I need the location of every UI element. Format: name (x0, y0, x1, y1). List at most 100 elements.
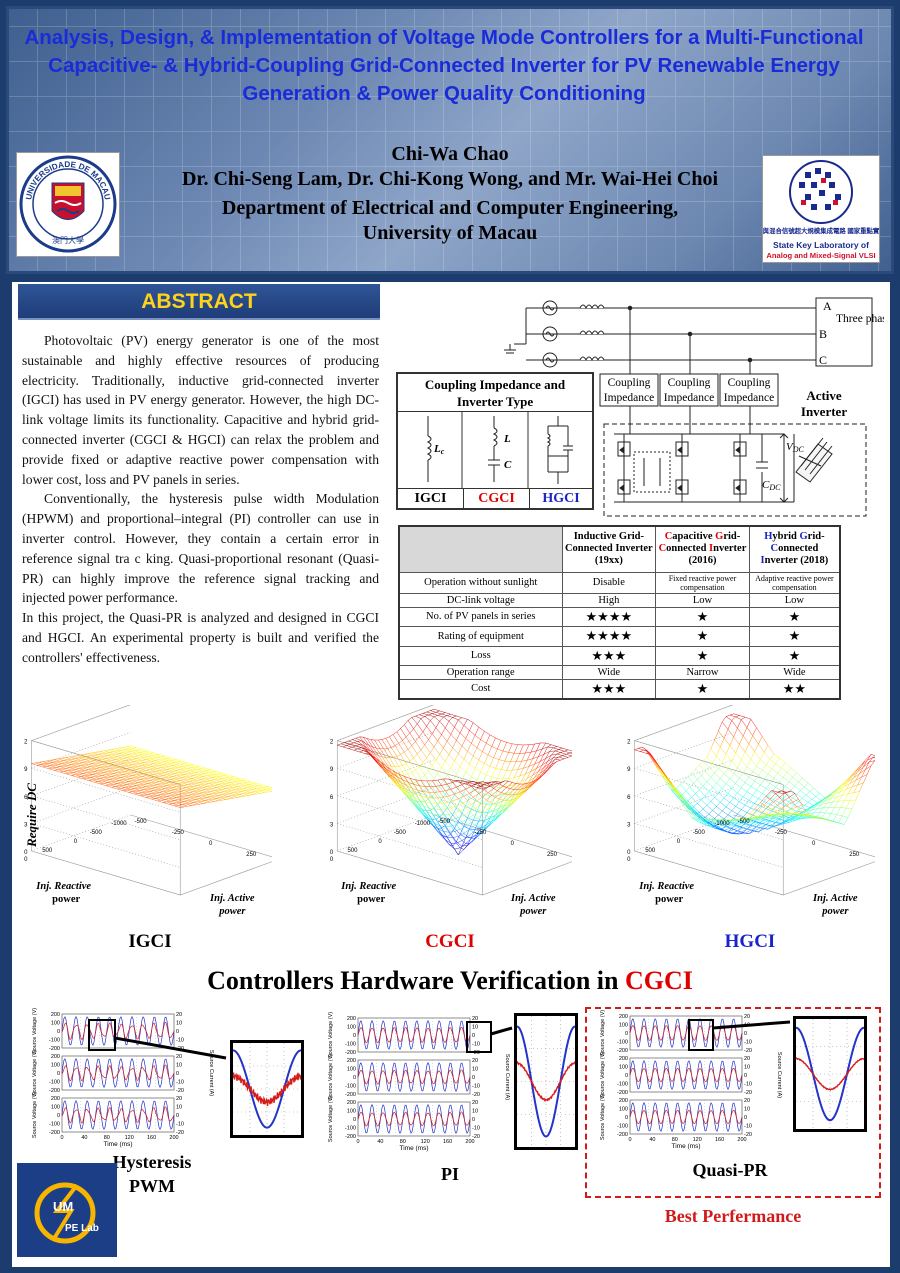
surface-mesh-line (428, 714, 435, 717)
surface-mesh-line (564, 757, 569, 759)
surface-mesh-line (262, 789, 267, 791)
surface-mesh-line (500, 804, 505, 812)
surface-mesh-line (111, 786, 116, 788)
surface-mesh-line (111, 776, 118, 779)
surface-mesh-line (727, 761, 732, 769)
surface-mesh-line (94, 760, 101, 763)
surface-mesh-line (545, 754, 552, 759)
surface-mesh-line (204, 800, 211, 803)
grid-line (31, 795, 181, 841)
surface-mesh-line (366, 748, 371, 752)
surface-mesh-line (227, 790, 232, 792)
surface-mesh-line (502, 780, 509, 787)
surface-mesh-line (210, 785, 215, 787)
surface-mesh-line (743, 824, 750, 829)
surface-mesh-line (534, 773, 541, 778)
surface-mesh-line (90, 777, 97, 780)
surface-mesh-line (501, 769, 507, 771)
surface-mesh-line (752, 727, 757, 736)
surface-mesh-line (739, 820, 746, 824)
surface-mesh-line (714, 827, 721, 830)
surface-mesh-line (241, 791, 248, 794)
surface-mesh-line (758, 828, 763, 833)
surface-mesh-line (396, 756, 403, 766)
surface-mesh-line (794, 801, 799, 806)
surface-mesh-line (132, 748, 139, 751)
surface-mesh-line (796, 772, 803, 778)
surface-mesh-line (105, 752, 110, 754)
surface-mesh-line (767, 825, 772, 830)
surface-mesh-line (541, 772, 546, 776)
surface-mesh-line (126, 745, 131, 747)
surface-mesh-line (48, 768, 55, 771)
surface-mesh-line (122, 789, 127, 791)
surface-mesh-line (363, 750, 369, 754)
grid-line (634, 759, 734, 797)
surface-mesh-line (450, 734, 457, 741)
surface-mesh-line (79, 756, 83, 759)
surface-mesh-line (161, 777, 166, 779)
surface-mesh-line (159, 754, 166, 757)
surface-mesh-line (187, 784, 194, 787)
surface-mesh-line (147, 766, 152, 768)
surface-mesh-line (128, 769, 133, 771)
surface-mesh-line (773, 753, 780, 759)
surface-mesh-line (113, 784, 120, 787)
surface-mesh-line (407, 793, 414, 798)
surface-mesh-line (491, 790, 498, 796)
surface-mesh-line (193, 775, 200, 778)
surface-mesh-line (80, 776, 87, 779)
surface-mesh-line (132, 753, 139, 756)
surface-mesh-line (493, 778, 498, 788)
surface-mesh-line (195, 798, 200, 800)
surface-mesh-line (105, 763, 112, 766)
surface-mesh-line (159, 792, 166, 795)
surface-mesh-line (82, 767, 89, 770)
surface-mesh-line (746, 815, 753, 820)
surface-mesh-line (105, 769, 112, 772)
surface-mesh-line (142, 792, 148, 795)
surface-mesh-line (474, 824, 479, 828)
surface-mesh-line (187, 772, 192, 774)
coupling-label-b: Coupling Impedance (664, 377, 714, 404)
surface-mesh-line (762, 769, 769, 775)
surface-mesh-line (446, 741, 453, 748)
z-tick-label: 1.2 (24, 740, 28, 746)
surface-mesh-line (168, 787, 173, 789)
surface-mesh-line (130, 755, 135, 758)
surface-mesh-line (92, 774, 99, 777)
surface-mesh-line (744, 743, 750, 752)
surface-mesh-line (467, 781, 474, 783)
surface-mesh-line (426, 811, 433, 814)
z-tick-label: 1.2 (330, 740, 334, 746)
surface-mesh-line (556, 746, 563, 749)
surface-mesh-line (798, 799, 803, 806)
surface-mesh-line (469, 824, 476, 830)
surface-mesh-line (140, 773, 146, 777)
surface-mesh-line (832, 821, 837, 823)
surface-mesh-line (185, 765, 190, 767)
surface-mesh-line (763, 796, 769, 802)
surface-mesh-line (681, 797, 689, 807)
surface-mesh-line (783, 816, 788, 819)
surface-mesh-line (443, 774, 448, 782)
surface-mesh-line (54, 764, 59, 766)
surface-mesh-line (746, 791, 753, 796)
surface-mesh-line (484, 806, 489, 810)
surface-mesh-line (404, 776, 410, 779)
surface-mesh-line (147, 756, 154, 759)
grid-line (31, 759, 131, 797)
surface-mesh-line (771, 818, 778, 822)
voltage-tick-label: 100 (619, 1107, 628, 1113)
surface-mesh-line (525, 771, 531, 775)
surface-mesh-line (214, 800, 219, 802)
surface-mesh-line (73, 755, 78, 757)
surface-mesh-line (122, 779, 129, 782)
surface-mesh-line (702, 808, 709, 815)
surface-mesh-line (48, 763, 55, 766)
surface-mesh-line (201, 773, 208, 777)
surface-mesh-line (676, 787, 683, 795)
surface-mesh-line (350, 743, 356, 747)
surface-mesh-line (433, 822, 440, 826)
surface-mesh-line (842, 781, 849, 786)
